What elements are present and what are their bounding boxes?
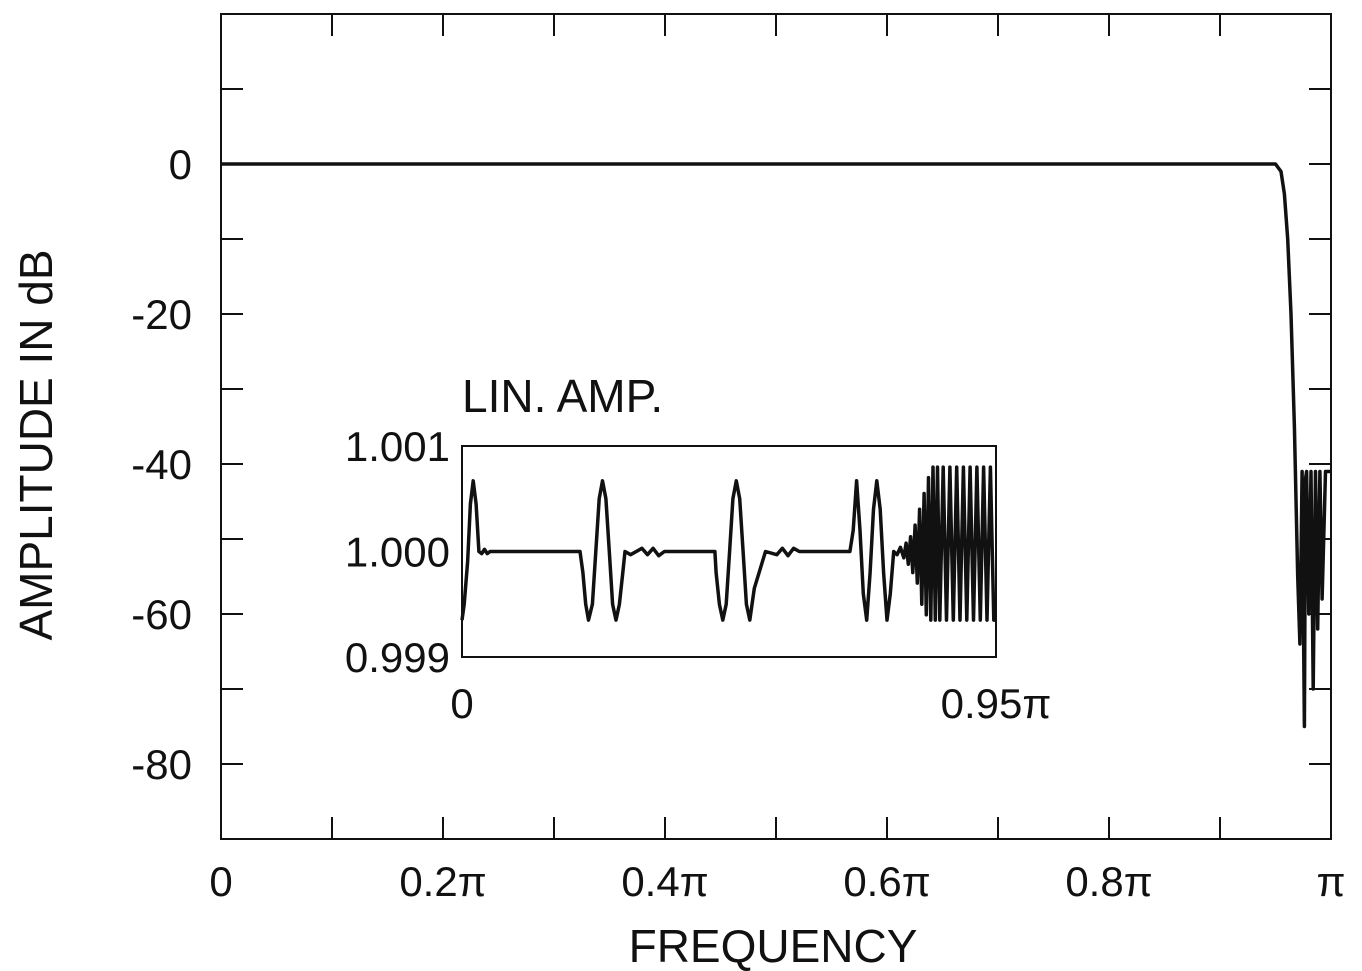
x-tick-label: 0.4π: [621, 858, 708, 905]
main-chart: 0 0.2π 0.4π 0.6π 0.8π π 0 -20 -40 -60 -80: [131, 13, 1346, 905]
response-curve: [221, 162, 1331, 729]
y-tick-label: 0: [169, 141, 192, 188]
x-tick-label: 0.8π: [1065, 858, 1152, 905]
x-tick-label: 0: [209, 858, 232, 905]
inset-x-tick-label: 0: [450, 680, 473, 727]
x-tick-label: π: [1317, 858, 1346, 905]
y-tick-label: -40: [131, 441, 192, 488]
x-tick-label: 0.2π: [399, 858, 486, 905]
inset-ripple-curve: [460, 465, 996, 622]
y-tick-label: -60: [131, 591, 192, 638]
inset-y-tick-label: 1.001: [345, 423, 450, 470]
y-tick-label: -20: [131, 291, 192, 338]
y-tick-label: -80: [131, 741, 192, 788]
y-axis-label: AMPLITUDE IN dB: [10, 249, 62, 640]
inset-x-tick-label: 0.95π: [941, 680, 1052, 727]
x-tick-label: 0.6π: [843, 858, 930, 905]
inset-title: LIN. AMP.: [462, 370, 663, 422]
x-axis-label: FREQUENCY: [629, 920, 918, 971]
inset-y-tick-label: 0.999: [345, 634, 450, 681]
inset-y-tick-label: 1.000: [345, 529, 450, 576]
